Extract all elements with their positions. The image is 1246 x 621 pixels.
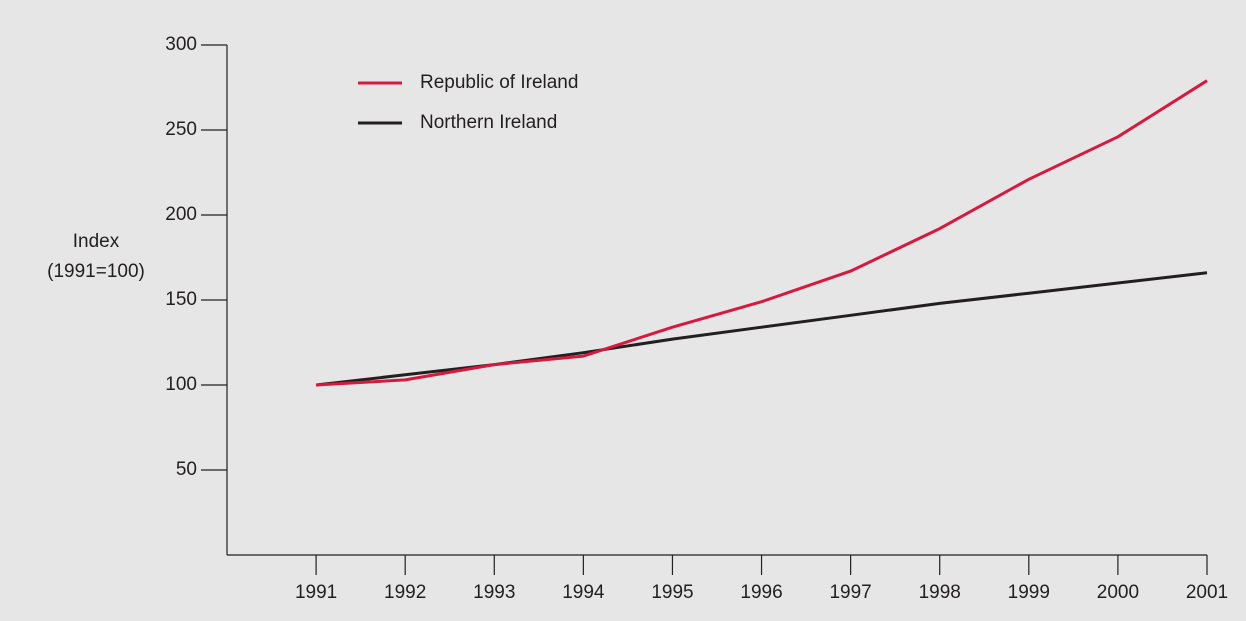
legend-label: Northern Ireland: [420, 112, 557, 133]
legend-label: Republic of Ireland: [420, 72, 578, 93]
y-tick-label: 50: [176, 459, 197, 480]
x-tick-label: 1991: [295, 582, 337, 603]
x-tick-label: 1996: [740, 582, 782, 603]
x-tick-label: 1992: [384, 582, 426, 603]
x-tick-label: 1997: [829, 582, 871, 603]
x-tick-label: 2000: [1097, 582, 1139, 603]
series-line: [316, 79, 1208, 387]
y-tick-label: 300: [165, 34, 197, 55]
x-tick-label: 1999: [1008, 582, 1050, 603]
x-tick-label: 2001: [1186, 582, 1228, 603]
x-tick-label: 1994: [562, 582, 605, 603]
y-axis-label: (1991=100): [47, 261, 145, 282]
y-tick-label: 150: [165, 289, 197, 310]
y-tick-label: 200: [165, 204, 197, 225]
series-line: [315, 271, 1208, 387]
x-tick-label: 1995: [651, 582, 693, 603]
y-tick-label: 250: [165, 119, 197, 140]
y-axis-label: Index: [73, 231, 120, 252]
x-tick-label: 1993: [473, 582, 515, 603]
x-tick-label: 1998: [919, 582, 961, 603]
y-tick-label: 100: [165, 374, 197, 395]
